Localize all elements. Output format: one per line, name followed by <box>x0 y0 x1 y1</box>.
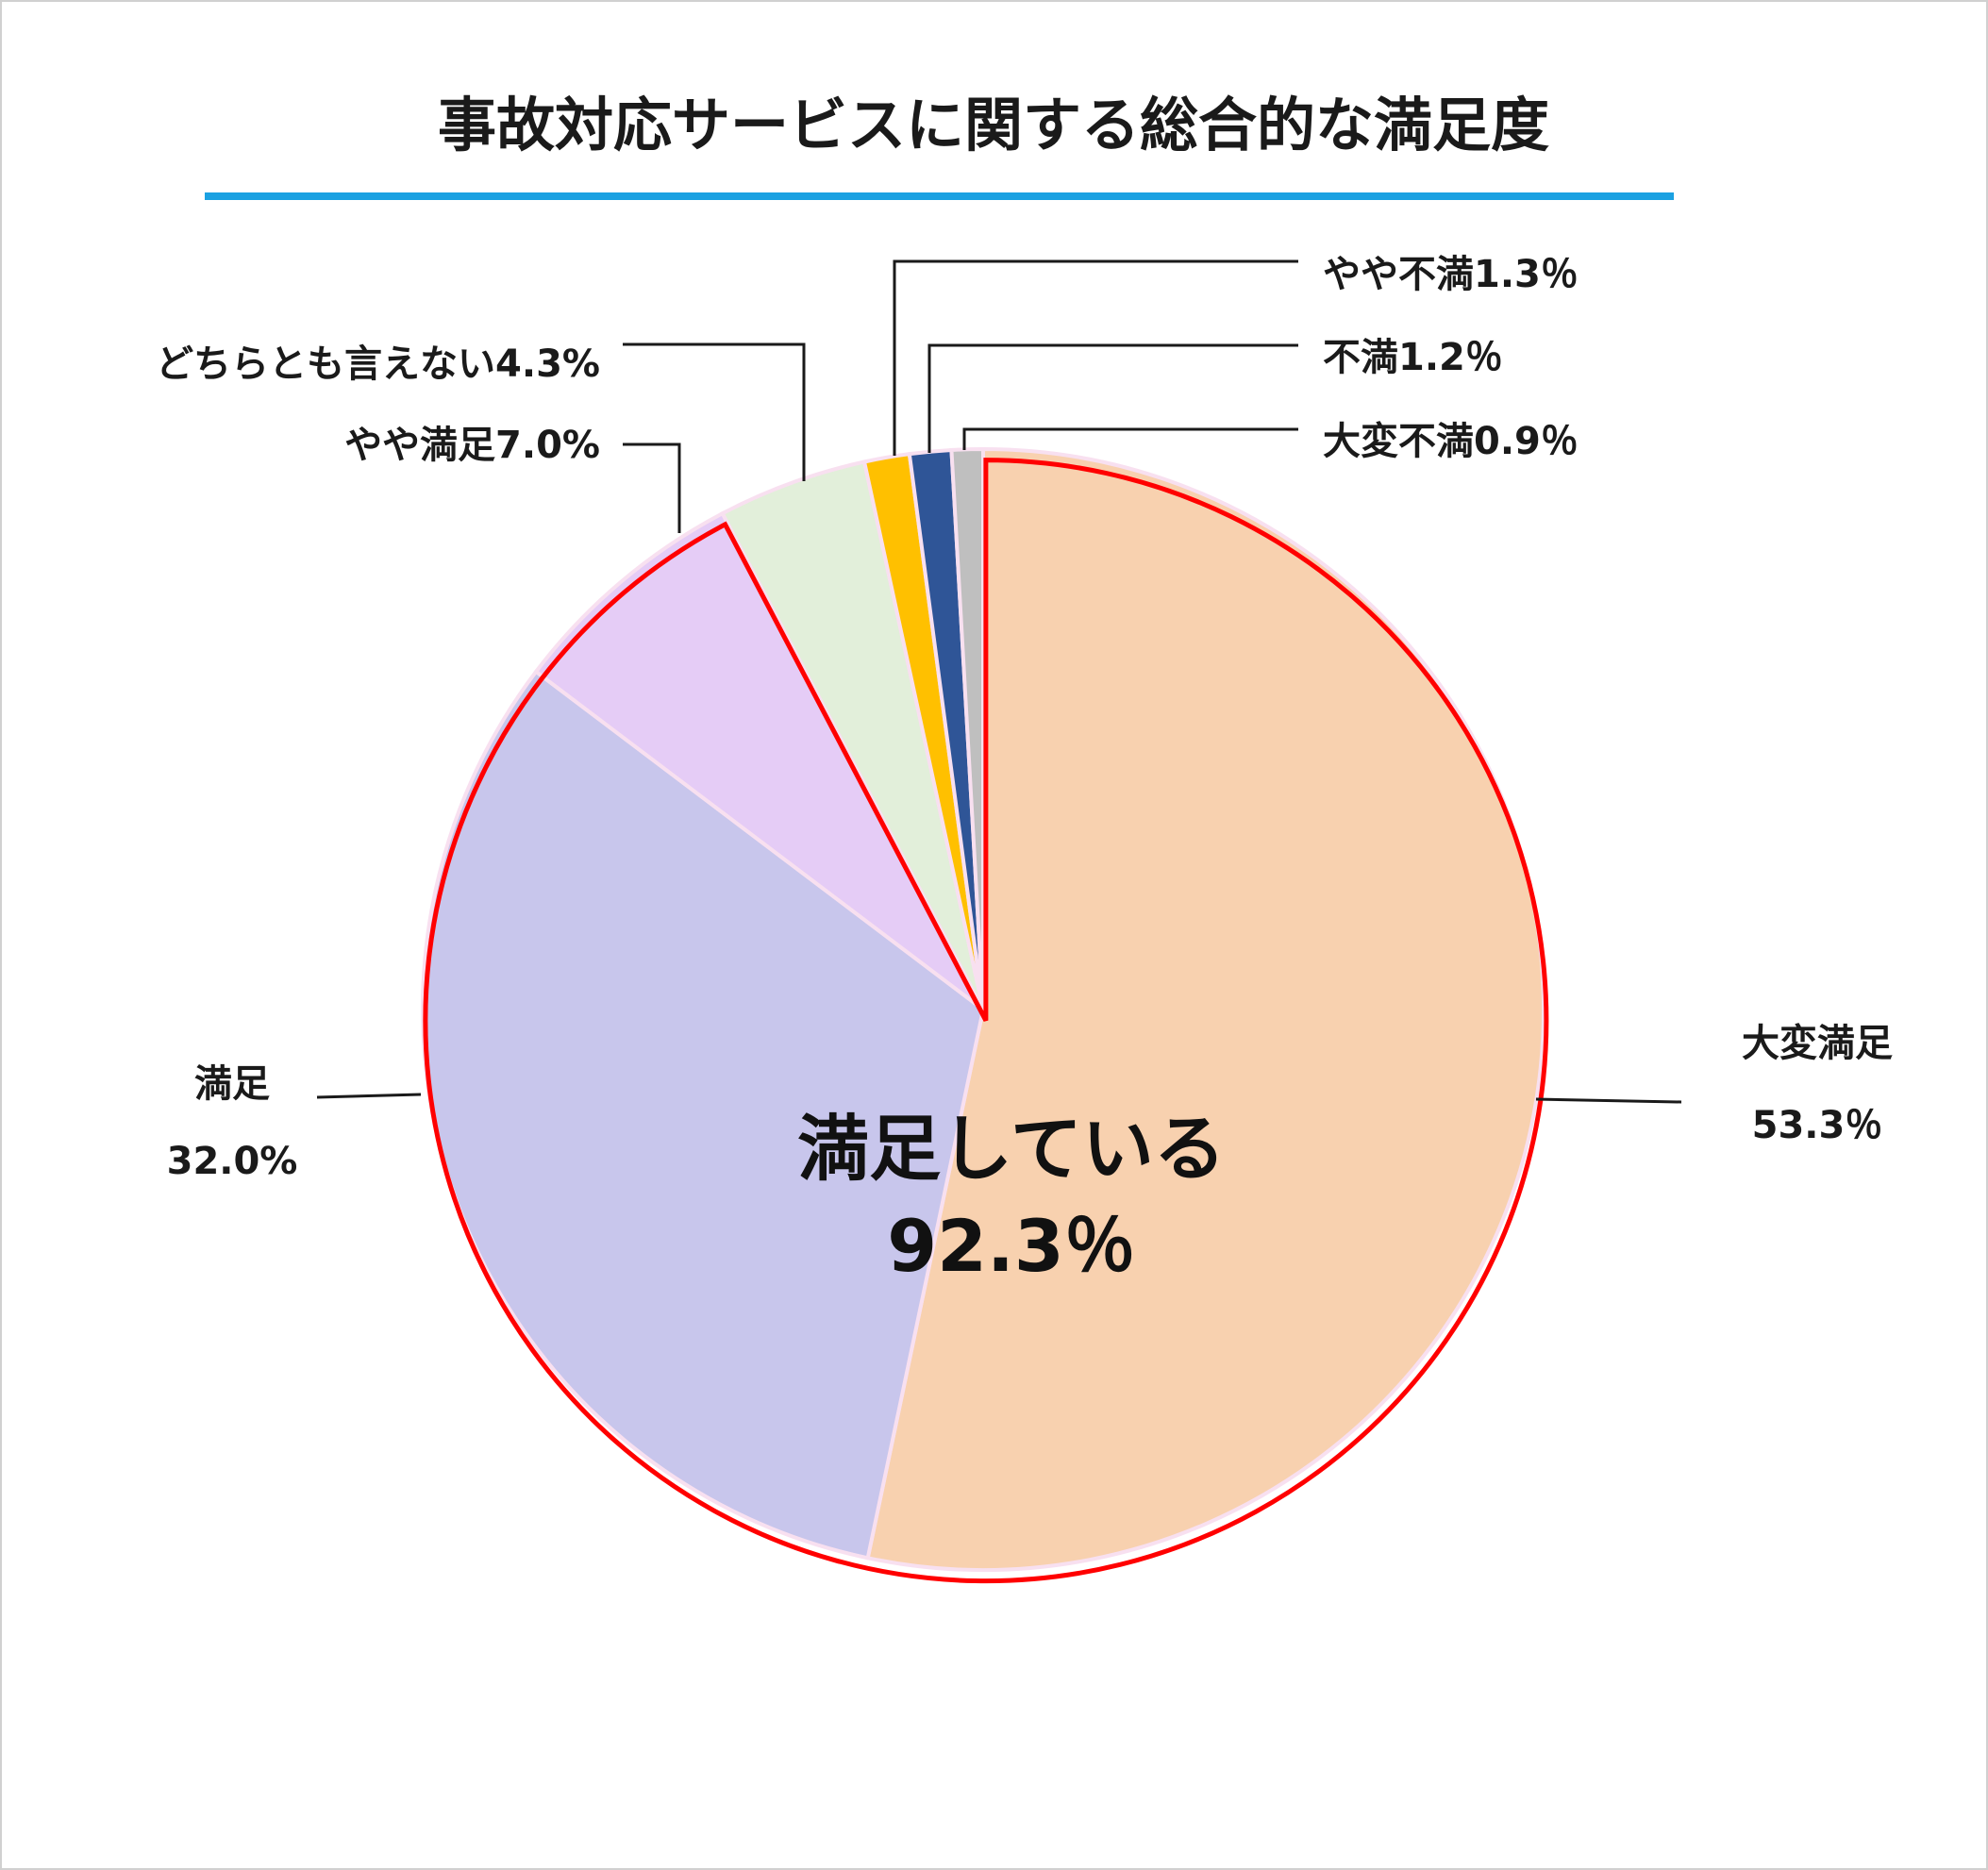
slice-label-5: 不満1.2％ <box>1323 336 1503 379</box>
title-underline <box>205 192 1674 200</box>
pie-slice-6 <box>949 446 985 1010</box>
slice-label-4: やや不満1.3％ <box>1323 253 1579 296</box>
chart-title: 事故対応サービスに関する総合的な満足度 <box>438 91 1549 159</box>
leader-line-3 <box>623 342 806 481</box>
satisfied-total-value: 92.3％ <box>887 1204 1136 1288</box>
leader-line-5 <box>927 343 1298 453</box>
leader-line-2 <box>623 442 681 533</box>
satisfied-total-label: 満足している <box>797 1107 1226 1191</box>
leader-line-6 <box>962 427 1298 450</box>
slice-label-2: やや満足7.0% <box>344 424 600 467</box>
slice-label-6: 大変不満0.9％ <box>1323 420 1579 463</box>
leader-lines <box>316 259 1682 1104</box>
slice-label-0: 大変満足 <box>1742 1022 1893 1065</box>
slice-label-0-value: 53.3％ <box>1752 1104 1883 1147</box>
slice-label-3: どちらとも言えない4.3% <box>156 342 600 386</box>
pie-slice-2 <box>533 510 985 1011</box>
leader-line-4 <box>893 259 1298 456</box>
pie-slice-0 <box>865 446 1545 1572</box>
satisfied-highlight-outline <box>423 458 1549 1584</box>
slice-labels: 大変満足 53.3％ 満足 32.0% やや満足7.0% どちらとも言えない4.3% やや不… <box>156 253 1893 1183</box>
leader-line-0 <box>1535 1097 1682 1104</box>
slice-label-1-value: 32.0% <box>167 1140 298 1183</box>
leader-line-1 <box>316 1093 422 1099</box>
slice-label-1: 満足 <box>194 1062 270 1106</box>
